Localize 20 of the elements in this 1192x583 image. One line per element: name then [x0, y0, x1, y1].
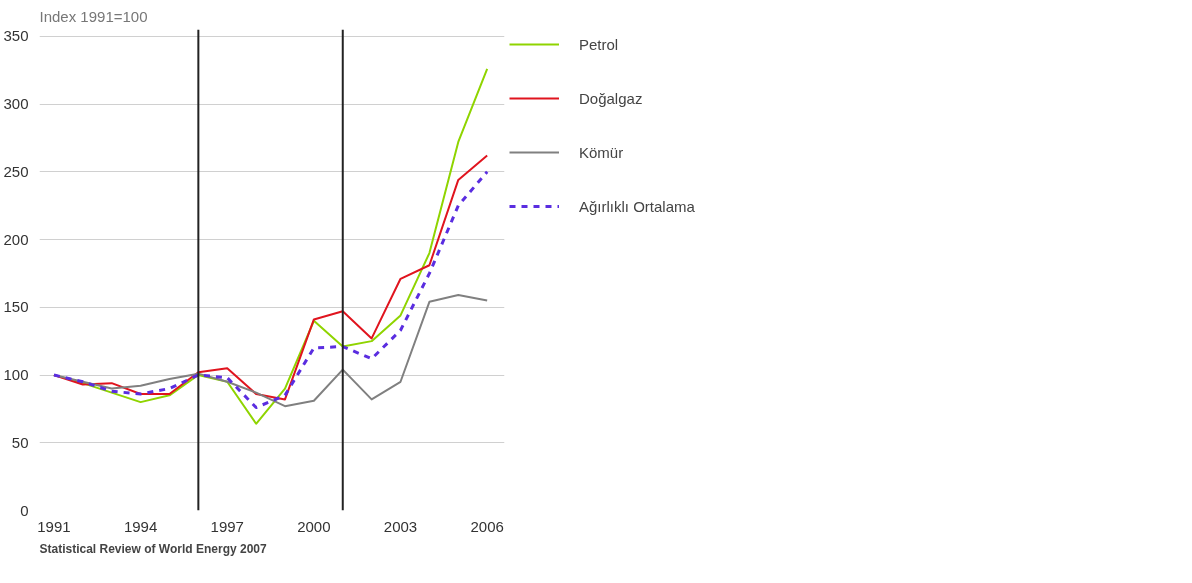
y-tick-label: 350 [3, 27, 29, 45]
x-tick-label: 2006 [470, 517, 504, 535]
legend-label: Kömür [579, 143, 624, 161]
y-tick-label: 0 [20, 501, 29, 519]
legend-label: Petrol [579, 35, 619, 53]
y-tick-label: 250 [3, 162, 29, 180]
y-tick-label: 300 [3, 95, 29, 113]
y-tick-label: 100 [3, 366, 29, 384]
y-tick-label: 150 [3, 298, 29, 316]
legend-label: Doğalgaz [579, 89, 643, 107]
x-tick-label: 2003 [383, 517, 418, 535]
y-tick-label: 200 [3, 230, 29, 248]
x-tick-label: 1997 [210, 517, 244, 535]
text: Statistical Review of World Energy 2007 [39, 541, 268, 556]
x-tick-label: 2000 [297, 517, 331, 535]
x-tick-label: 1991 [37, 517, 71, 535]
x-tick-label: 1994 [123, 517, 158, 535]
y-axis-title: Index 1991=100 [39, 7, 148, 25]
y-tick-label: 50 [11, 433, 29, 451]
legend-label: Ağırlıklı Ortalama [579, 197, 695, 215]
